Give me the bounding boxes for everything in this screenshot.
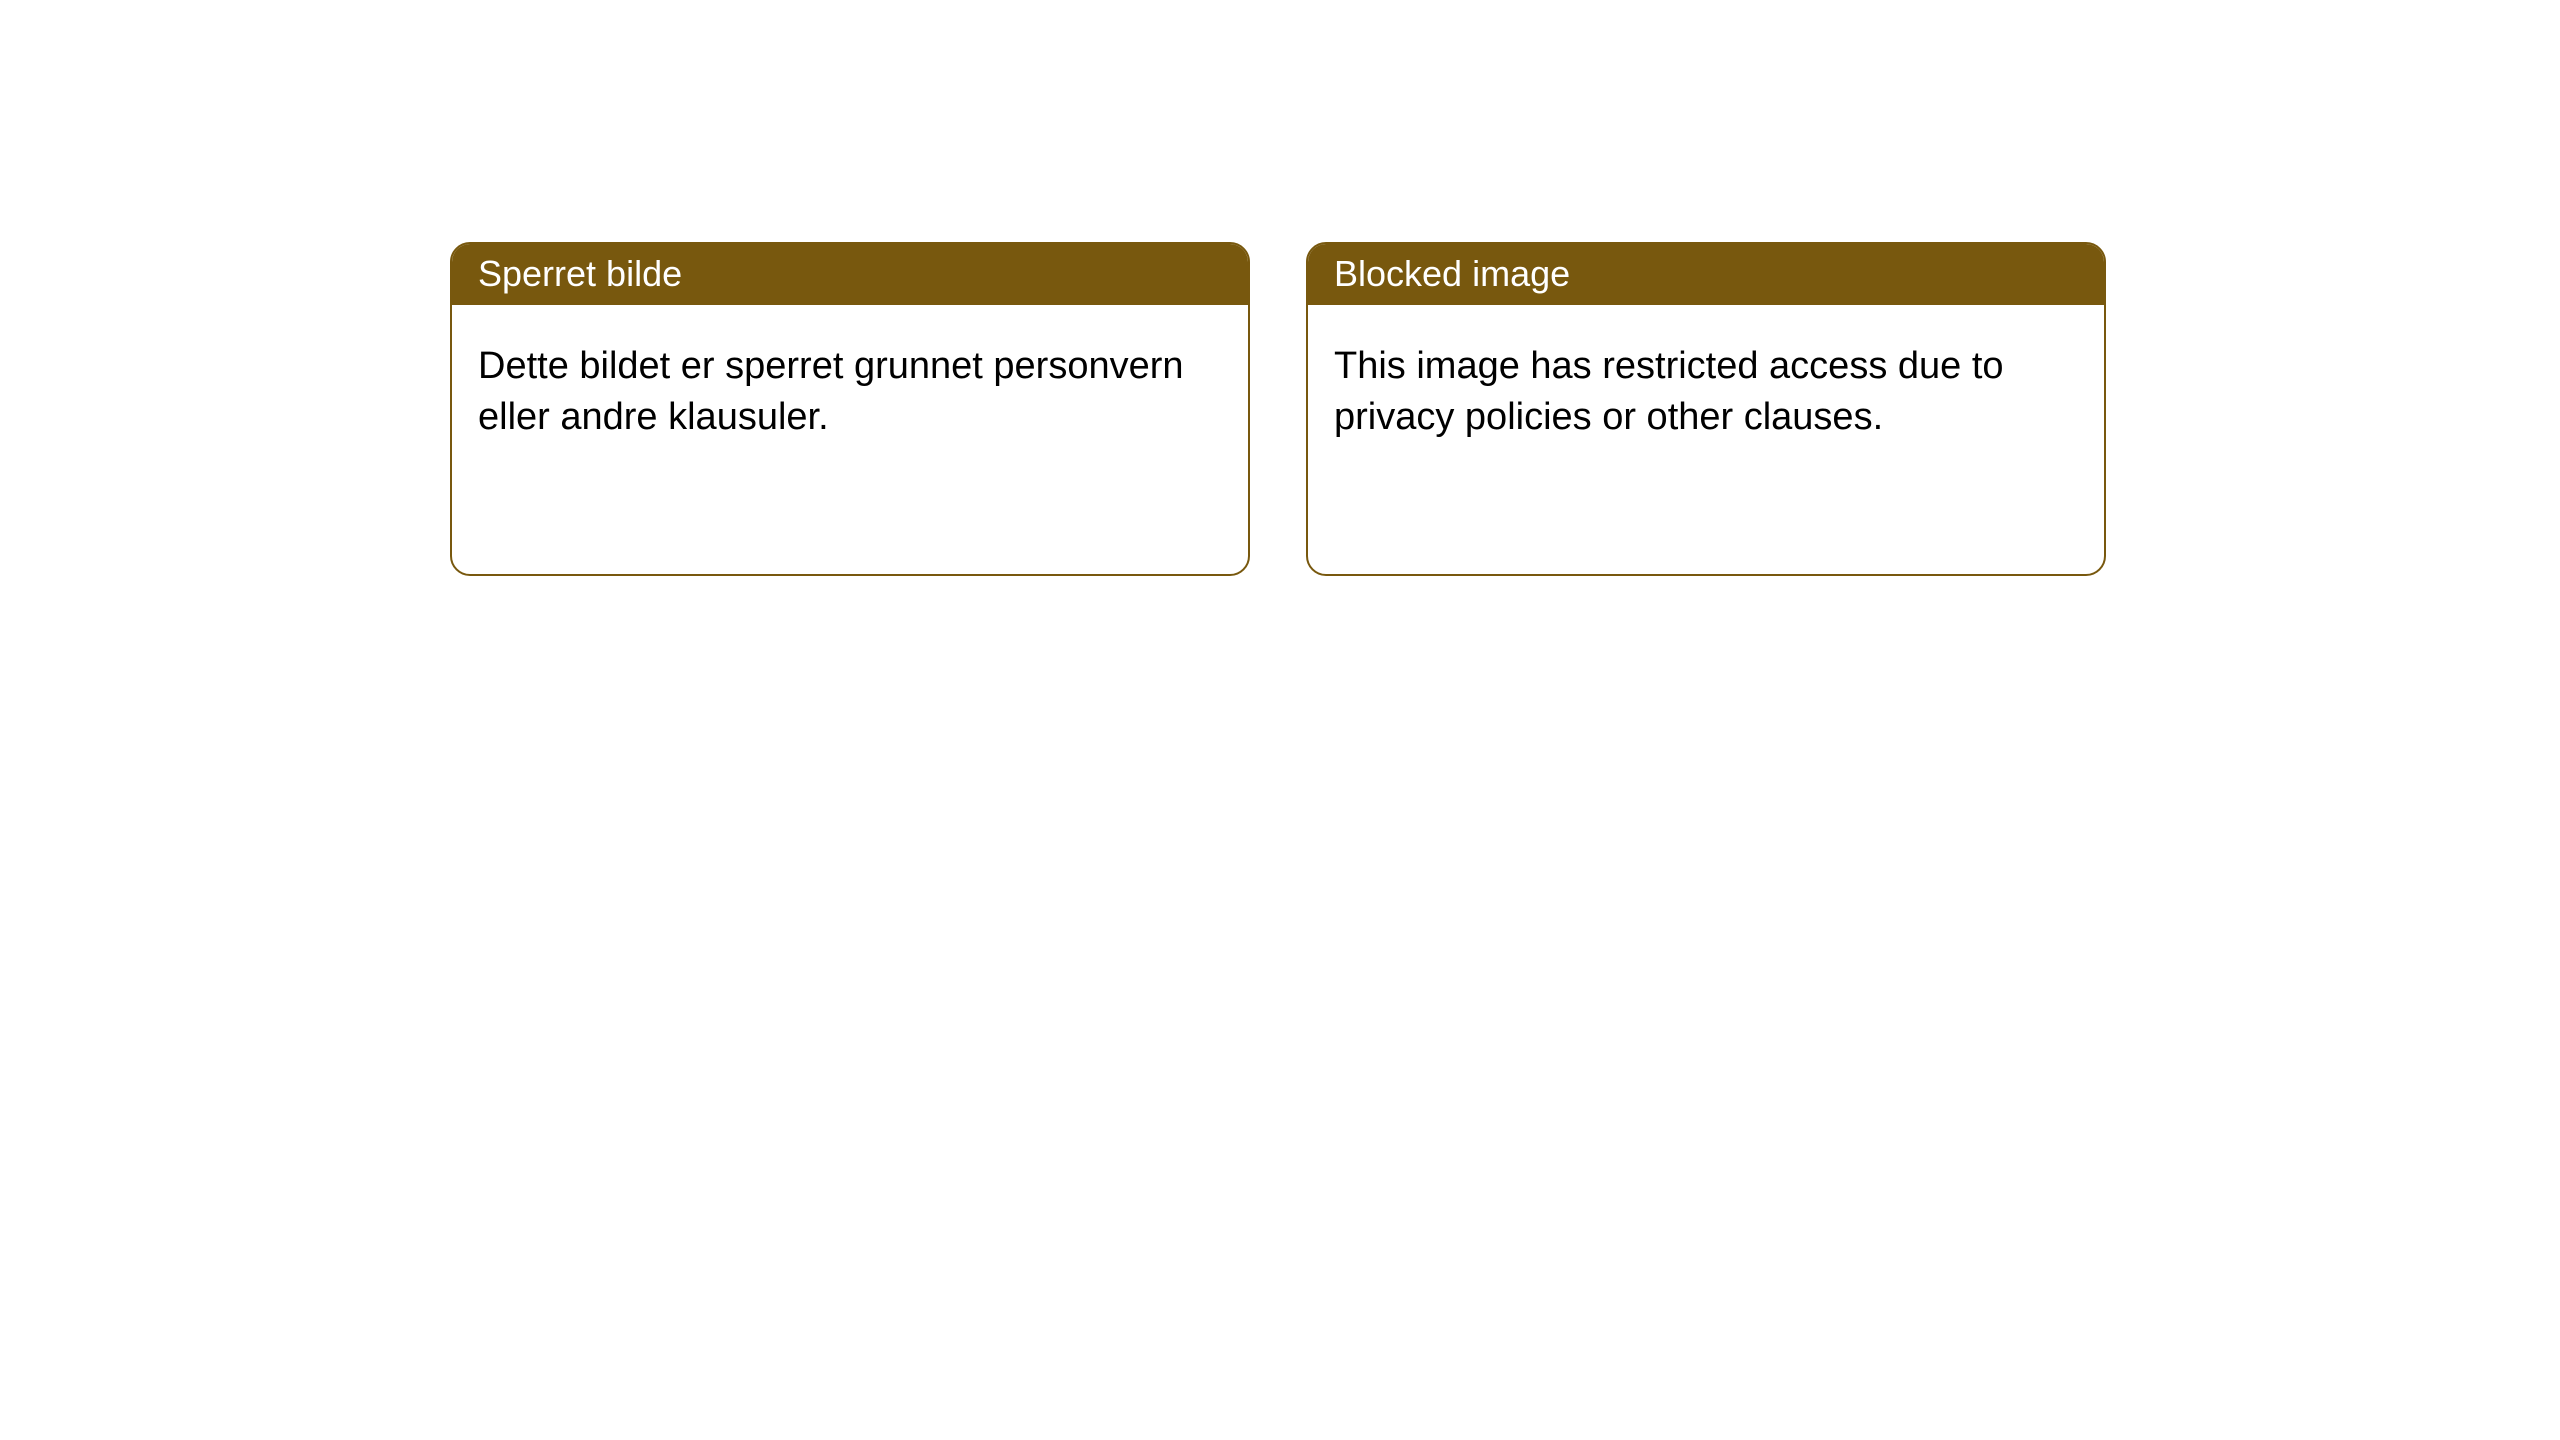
card-title: Blocked image bbox=[1308, 244, 2104, 305]
cards-container: Sperret bilde Dette bildet er sperret gr… bbox=[0, 0, 2560, 576]
card-title: Sperret bilde bbox=[452, 244, 1248, 305]
card-body-text: Dette bildet er sperret grunnet personve… bbox=[452, 305, 1248, 480]
blocked-image-card-en: Blocked image This image has restricted … bbox=[1306, 242, 2106, 576]
blocked-image-card-no: Sperret bilde Dette bildet er sperret gr… bbox=[450, 242, 1250, 576]
card-body-text: This image has restricted access due to … bbox=[1308, 305, 2104, 480]
